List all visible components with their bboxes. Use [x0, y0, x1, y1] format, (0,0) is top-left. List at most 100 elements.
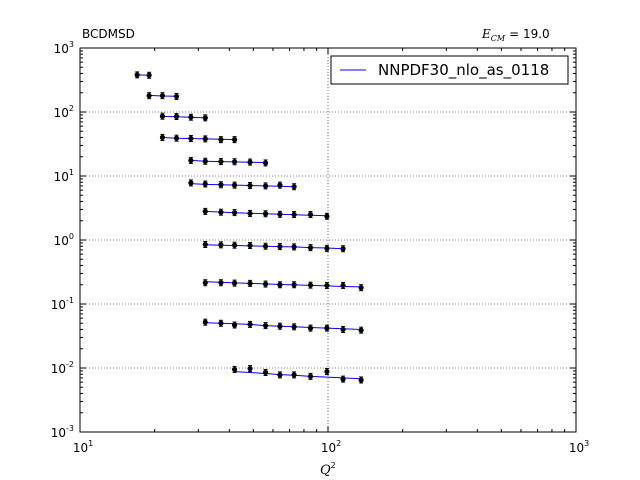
data-point	[202, 280, 208, 286]
y-tick-label-base: 10	[51, 298, 66, 312]
data-point	[188, 180, 194, 186]
y-tick-label-exponent: -3	[66, 424, 74, 433]
data-point	[324, 368, 330, 375]
data-point	[262, 160, 269, 166]
data-point	[159, 93, 166, 99]
data-point	[231, 182, 238, 188]
data-points	[134, 71, 364, 384]
data-point	[358, 285, 364, 291]
data-point	[277, 182, 283, 188]
data-point	[202, 208, 208, 214]
data-point	[231, 280, 238, 286]
data-point	[173, 135, 180, 141]
y-tick-label-exponent: 3	[69, 40, 74, 49]
y-tick-label-base: 10	[51, 426, 66, 440]
data-point	[307, 325, 314, 331]
title-right-subscript: CM	[491, 34, 506, 43]
data-point	[247, 182, 253, 189]
x-tick-label-exponent: 1	[88, 439, 93, 448]
data-point	[231, 159, 238, 165]
y-tick-label-exponent: 2	[69, 104, 74, 113]
legend-box	[330, 55, 569, 85]
data-point	[324, 245, 330, 251]
y-tick-label: 102	[54, 104, 74, 120]
data-point	[247, 321, 253, 328]
y-tick-label-base: 10	[54, 106, 69, 120]
data-point	[202, 158, 208, 164]
data-point	[291, 324, 297, 330]
data-point	[247, 365, 253, 372]
data-point	[277, 243, 283, 250]
data-point	[134, 72, 140, 78]
y-tick-label: 101	[54, 168, 74, 184]
data-point	[262, 369, 269, 376]
data-point	[291, 372, 297, 378]
y-tick-label-base: 10	[51, 362, 66, 376]
data-point	[146, 72, 152, 78]
data-point	[218, 209, 224, 215]
y-tick-label-exponent: -1	[66, 296, 74, 305]
legend-label: NNPDF30_nlo_as_0118	[378, 61, 549, 80]
data-point	[173, 93, 180, 100]
x-tick-label: 103	[569, 439, 589, 455]
data-point	[218, 182, 224, 188]
title-left: BCDMSD	[82, 27, 135, 41]
data-point	[218, 320, 224, 326]
data-point	[262, 281, 269, 287]
data-point	[218, 137, 224, 143]
theory-curve-5	[190, 183, 295, 188]
data-point	[291, 282, 297, 288]
data-point	[202, 136, 208, 142]
data-point	[247, 280, 253, 286]
data-point	[218, 280, 224, 286]
data-point	[262, 211, 269, 217]
data-point	[202, 241, 208, 248]
data-point	[262, 243, 269, 249]
y-tick-label: 100	[54, 232, 74, 248]
y-tick-label-exponent: -2	[66, 360, 74, 369]
data-point	[159, 113, 166, 119]
data-point	[277, 323, 283, 329]
data-point	[307, 211, 314, 218]
data-point	[231, 137, 238, 143]
title-right-value: = 19.0	[509, 27, 550, 41]
data-point	[277, 282, 283, 288]
legend: NNPDF30_nlo_as_0118	[330, 55, 569, 85]
axis-ticks	[79, 47, 577, 433]
x-tick-label: 102	[321, 439, 341, 455]
y-tick-label-base: 10	[54, 234, 69, 248]
data-point	[262, 183, 269, 189]
x-tick-label-base: 10	[569, 441, 584, 455]
data-point	[231, 209, 238, 216]
data-point	[358, 377, 364, 383]
data-point	[324, 282, 330, 289]
x-tick-label-exponent: 3	[584, 439, 589, 448]
y-tick-label: 10-2	[51, 360, 74, 376]
data-point	[247, 242, 253, 249]
x-tick-label-exponent: 2	[336, 439, 341, 448]
x-tick-label: 101	[73, 439, 93, 455]
data-point	[218, 158, 224, 165]
y-tick-label-exponent: 1	[69, 168, 74, 177]
data-point	[277, 372, 283, 378]
data-point	[202, 181, 208, 187]
data-point	[277, 211, 283, 217]
data-point	[247, 210, 253, 217]
data-point	[307, 282, 314, 288]
data-point	[340, 376, 346, 382]
x-axis-label-text: Q	[320, 463, 331, 478]
data-point	[202, 319, 208, 325]
x-tick-label-base: 10	[73, 441, 88, 455]
data-point	[231, 242, 238, 248]
data-point	[291, 211, 297, 218]
data-point	[262, 322, 269, 329]
data-point	[324, 325, 330, 331]
data-point	[291, 244, 297, 250]
data-point	[247, 159, 253, 165]
data-point	[218, 242, 224, 248]
data-point	[146, 93, 152, 99]
title-right: ECM = 19.0	[481, 27, 550, 43]
title-right-symbol: E	[481, 27, 491, 41]
